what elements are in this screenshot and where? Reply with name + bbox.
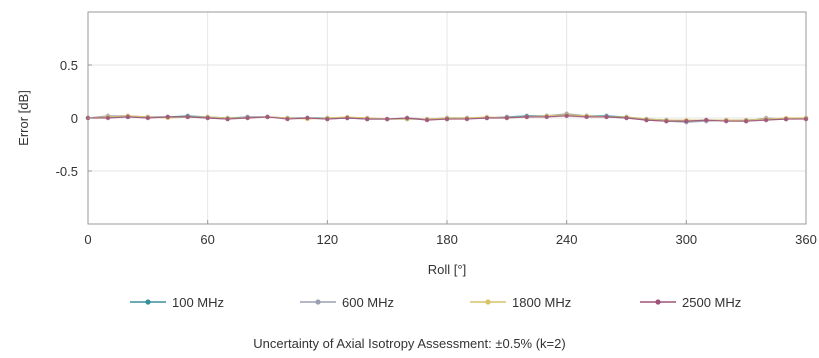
x-tick-label: 300 <box>675 232 697 247</box>
data-point <box>584 114 589 120</box>
data-point <box>664 118 669 124</box>
data-point <box>544 114 549 120</box>
data-point <box>185 114 190 120</box>
legend-swatch-marker <box>145 299 151 305</box>
data-point <box>743 118 749 124</box>
data-point <box>125 114 131 120</box>
data-point <box>404 115 410 121</box>
data-point <box>325 116 330 122</box>
data-point <box>684 118 689 124</box>
x-tick-label: 240 <box>556 232 578 247</box>
legend-label: 2500 MHz <box>682 295 741 310</box>
data-point <box>145 115 151 121</box>
data-point <box>763 117 769 123</box>
x-tick-label: 60 <box>200 232 214 247</box>
data-point <box>644 117 649 123</box>
tick-labels: 0 60 120 180 240 300 360 0.5 0 -0.5 <box>56 58 817 247</box>
data-point <box>524 114 529 120</box>
data-point <box>305 115 310 121</box>
legend-item: 100 MHz <box>130 295 224 310</box>
data-point <box>803 116 809 122</box>
uncertainty-note: Uncertainty of Axial Isotropy Assessment… <box>253 336 566 351</box>
data-point <box>564 113 569 119</box>
legend-item: 1800 MHz <box>470 295 571 310</box>
data-point <box>783 116 789 122</box>
data-point <box>165 114 170 120</box>
series-2500-mhz <box>85 113 809 124</box>
y-axis-label: Error [dB] <box>16 90 31 146</box>
data-point <box>285 116 290 122</box>
x-axis-label: Roll [°] <box>428 262 466 277</box>
data-point <box>365 116 370 122</box>
x-tick-label: 0 <box>84 232 91 247</box>
legend-swatch-marker <box>485 299 491 305</box>
data-point <box>724 118 729 124</box>
data-point <box>464 116 470 122</box>
data-point <box>205 115 210 121</box>
legend-item: 2500 MHz <box>640 295 741 310</box>
x-tick-label: 180 <box>436 232 458 247</box>
data-point <box>444 116 450 122</box>
y-tick-label: -0.5 <box>56 164 78 179</box>
legend-swatch-marker <box>655 299 661 305</box>
y-tick-label: 0.5 <box>60 58 78 73</box>
x-tick-label: 120 <box>316 232 338 247</box>
data-point <box>345 115 350 121</box>
data-point <box>604 114 609 120</box>
legend-label: 600 MHz <box>342 295 394 310</box>
data-point <box>484 115 490 121</box>
legend-swatch-marker <box>315 299 321 305</box>
data-point <box>704 117 709 123</box>
chart: 0 60 120 180 240 300 360 0.5 0 -0.5 Roll [°] Erro… <box>16 11 817 310</box>
y-tick-label: 0 <box>71 111 78 126</box>
legend-label: 100 MHz <box>172 295 224 310</box>
x-tick-label: 360 <box>795 232 817 247</box>
data-point <box>384 116 390 122</box>
data-point <box>225 116 230 122</box>
legend-label: 1800 MHz <box>512 295 571 310</box>
data-point <box>265 114 270 120</box>
data-point <box>424 117 430 123</box>
legend: 100 MHz 600 MHz 1800 MHz 2500 MHz <box>130 295 741 310</box>
data-point <box>504 115 510 121</box>
data-point <box>105 115 111 121</box>
data-point <box>624 115 629 121</box>
legend-item: 600 MHz <box>300 295 394 310</box>
data-point <box>245 115 250 121</box>
